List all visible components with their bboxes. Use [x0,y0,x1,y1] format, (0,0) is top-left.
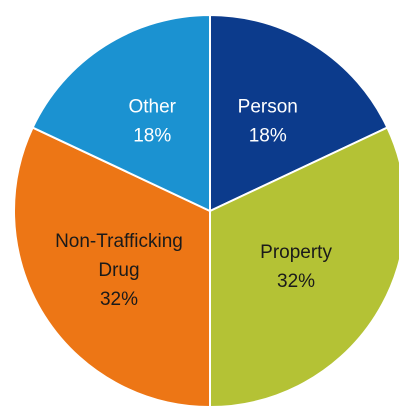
pie-slice-other [31,13,211,213]
person-percent-label: 18% [249,125,287,146]
non-trafficking-drug-name-label: Drug [98,260,139,281]
other-name-label: Other [128,96,176,117]
person-name-label: Person [238,96,298,117]
pie-slices [13,13,399,407]
non-trafficking-drug-name-label: Non-Trafficking [55,231,183,252]
other-percent-label: 18% [133,125,171,146]
pie-slice-non-trafficking-drug [13,126,211,407]
pie-labels: Person 18% Property 32% Non-Trafficking Drug 3… [55,96,332,309]
non-trafficking-drug-percent-label: 32% [100,289,138,310]
property-percent-label: 32% [277,271,315,292]
pie-slice-person [209,13,389,213]
pie-slice-property [209,126,399,407]
property-name-label: Property [260,242,332,263]
